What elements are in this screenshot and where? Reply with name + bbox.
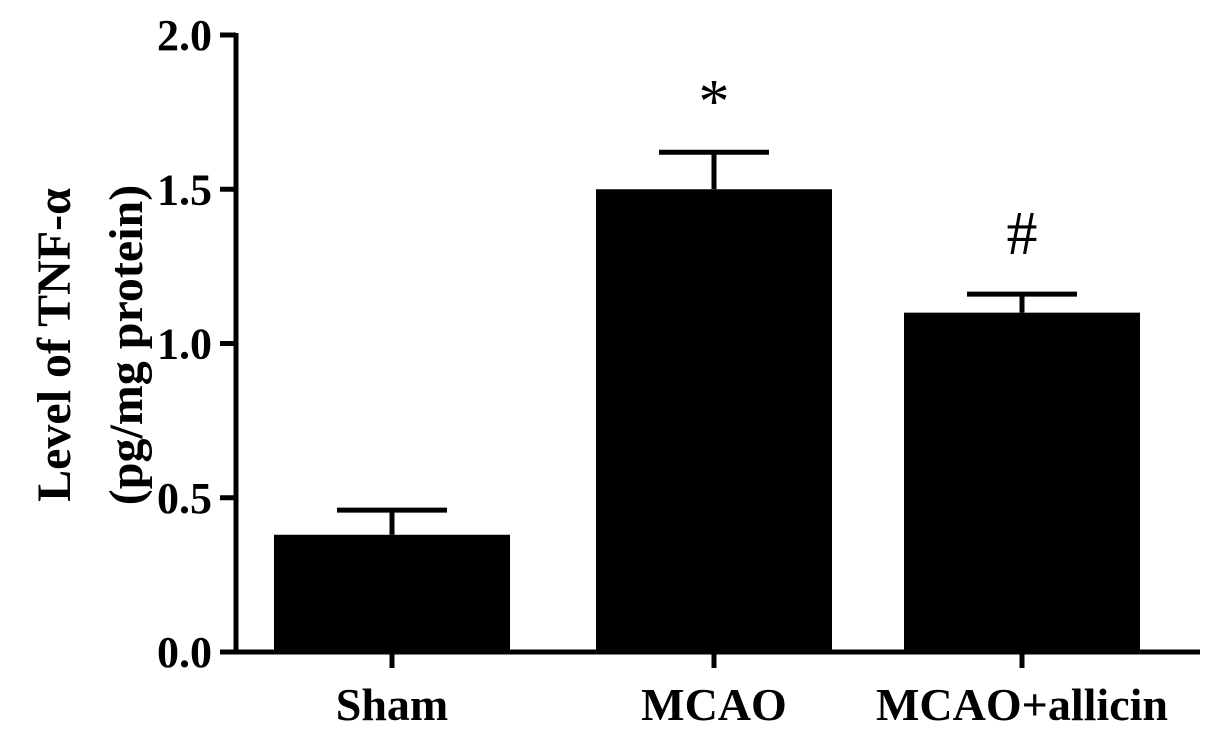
x-tick-label: MCAO: [641, 679, 787, 730]
y-tick-label: 1.5: [157, 165, 212, 214]
bar: [596, 189, 832, 652]
x-tick-label: Sham: [336, 679, 448, 730]
y-tick-label: 0.0: [157, 628, 212, 677]
bar: [904, 312, 1140, 652]
y-tick-label: 2.0: [157, 11, 212, 60]
y-axis-title: Level of TNF-α (pg/mg protein): [28, 185, 153, 505]
y-tick-label: 0.5: [157, 474, 212, 523]
significance-asterisk: *: [699, 68, 730, 136]
y-tick-label: 1.0: [157, 320, 212, 369]
bar: [274, 534, 510, 652]
significance-hash: #: [1007, 200, 1038, 268]
y-axis-title-line2: (pg/mg protein): [100, 185, 153, 505]
bars-group: [274, 149, 1140, 652]
labels-group: 0.0 0.5 1.0 1.5 2.0 Sham MCAO * MCAO+allicin #: [157, 11, 1168, 730]
y-axis-title-line1: Level of TNF-α: [28, 188, 81, 502]
x-tick-label: MCAO+allicin: [876, 679, 1168, 730]
